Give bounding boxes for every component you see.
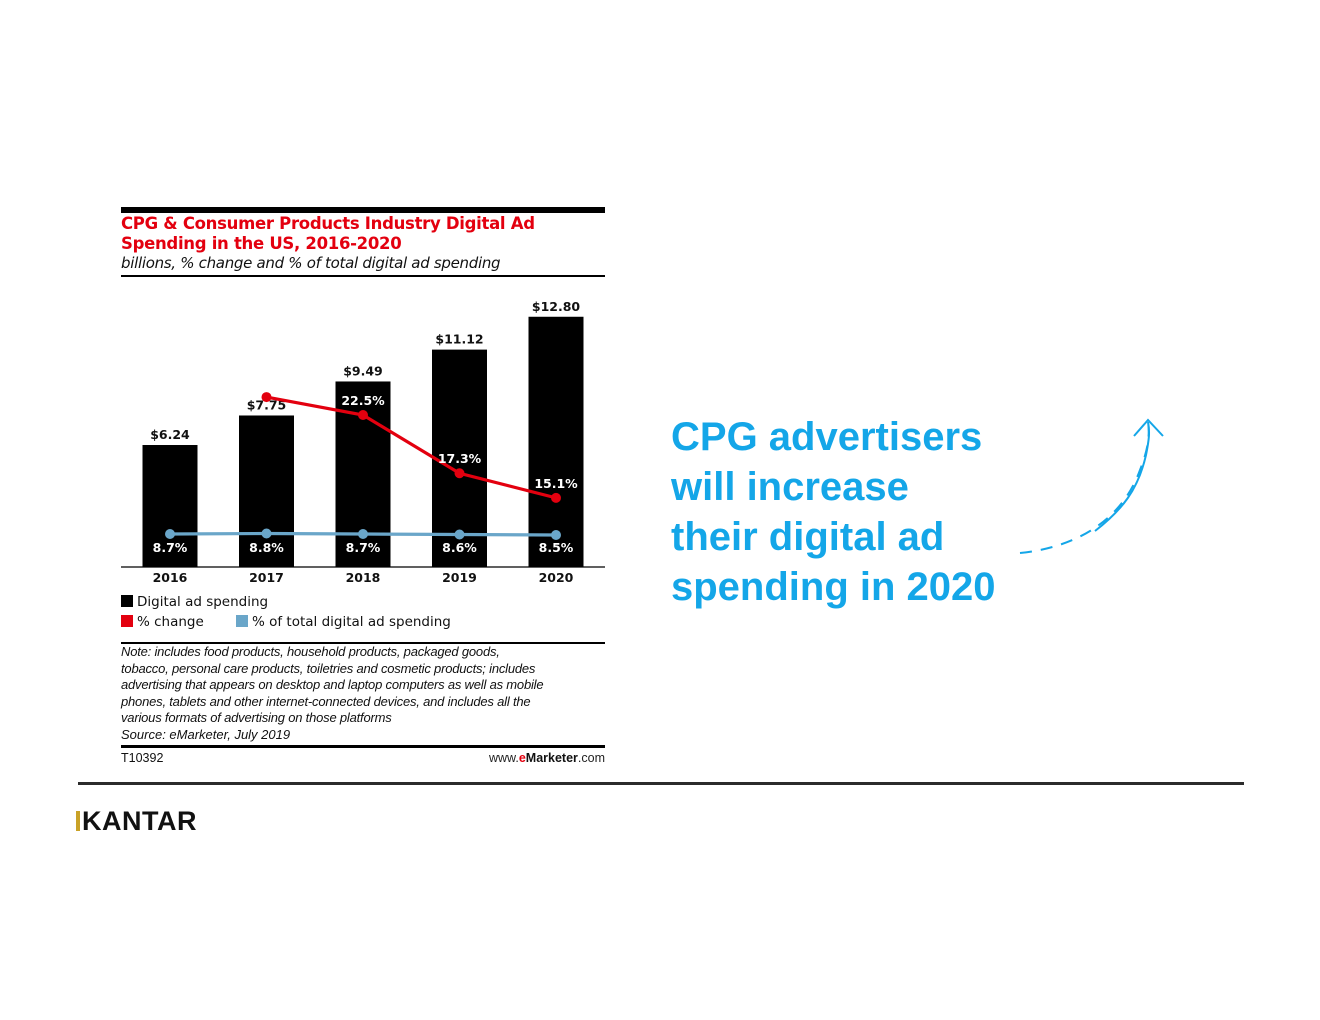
percent-of-total-label: 8.7% (346, 540, 381, 555)
percent-change-point (358, 410, 368, 420)
chart-title: CPG & Consumer Products Industry Digital… (121, 214, 535, 253)
legend-item-percent-of-total: % of total digital ad spending (236, 614, 451, 630)
percent-change-label: 24.1% (245, 375, 289, 390)
legend-label: Digital ad spending (137, 594, 269, 610)
bar-value-label: $9.49 (343, 363, 383, 378)
note-rule (121, 642, 605, 644)
percent-of-total-label: 8.8% (249, 540, 284, 555)
chart-card: CPG & Consumer Products Industry Digital… (121, 207, 605, 767)
percent-of-total-point (261, 528, 272, 539)
legend-swatch-blue (236, 615, 248, 627)
logo-text: KANTAR (82, 806, 197, 836)
site-suffix: .com (577, 751, 605, 765)
legend-item-digital-ad-spending: Digital ad spending (121, 594, 268, 610)
x-tick-label: 2020 (539, 570, 574, 585)
percent-of-total-label: 8.7% (153, 540, 188, 555)
percent-change-point (454, 468, 465, 479)
note-line: advertising that appears on desktop and … (121, 677, 544, 693)
bar-value-label: $12.80 (532, 299, 581, 314)
arrow-shaft (1094, 421, 1151, 532)
callout-line: spending in 2020 (671, 565, 996, 609)
top-rule (121, 207, 605, 213)
curved-arrow-icon (1019, 418, 1164, 554)
percent-of-total-label: 8.5% (539, 540, 574, 555)
legend-label: % of total digital ad spending (252, 614, 451, 630)
x-tick-label: 2017 (249, 570, 284, 585)
bar (528, 316, 584, 567)
legend-swatch-red (121, 615, 133, 627)
chart-plot: $6.24 $7.75 $9.49 $11.12 $12.80 2016 2017 2018 2… (121, 299, 605, 585)
percent-change-point (261, 392, 272, 403)
percent-change-label: 17.3% (438, 451, 482, 466)
x-tick-label: 2016 (153, 570, 188, 585)
percent-of-total-point (551, 530, 561, 540)
percent-of-total-point (454, 529, 465, 540)
legend-item-percent-change: % change (121, 614, 204, 630)
percent-change-line (266, 395, 557, 500)
site-e: e (518, 751, 526, 765)
percent-of-total-point (165, 529, 175, 539)
site-brand: Marketer (525, 751, 578, 765)
percent-of-total-label: 8.6% (442, 540, 477, 555)
percent-change-label: 15.1% (534, 476, 578, 491)
chart-subtitle: billions, % change and % of total digita… (121, 254, 501, 272)
note-line: tobacco, personal care products, toiletr… (121, 660, 536, 676)
footer-divider (78, 782, 1244, 785)
chart-note: Note: includes food products, household … (121, 644, 605, 727)
percent-of-total-point (358, 529, 368, 539)
logo-accent (76, 811, 80, 831)
bar (142, 445, 198, 567)
site-prefix: www. (488, 751, 519, 765)
x-tick-label: 2019 (442, 570, 477, 585)
bar-value-label: $6.24 (150, 427, 190, 442)
legend-label: % change (137, 614, 204, 630)
note-line: phones, tablets and other internet-conne… (121, 693, 531, 709)
subtitle-rule (121, 275, 605, 277)
bottom-rule (121, 745, 605, 748)
callout-line: CPG advertisers (671, 415, 983, 459)
chart-source: Source: eMarketer, July 2019 (121, 727, 291, 742)
site-url: www.eMarketer.com (489, 751, 605, 765)
chart-id: T10392 (121, 751, 164, 765)
note-line: Note: includes food products, household … (121, 644, 500, 659)
bar-value-label: $11.12 (435, 332, 483, 347)
percent-change-point (551, 492, 561, 503)
callout-line: their digital ad (671, 515, 945, 559)
x-tick-label: 2018 (346, 570, 381, 585)
callout-text: CPG advertisers will increase their digi… (671, 412, 1091, 612)
bar-value-label: $7.75 (247, 397, 287, 412)
note-line: various formats of advertising on those … (121, 710, 392, 726)
arrow-dashed-part (1019, 421, 1150, 554)
callout-line: will increase (671, 465, 909, 509)
legend-swatch-black (121, 595, 133, 607)
kantar-logo: KANTAR (76, 806, 197, 837)
bar (239, 415, 294, 567)
arrow-head (1133, 418, 1164, 437)
percent-change-label: 22.5% (341, 393, 385, 408)
